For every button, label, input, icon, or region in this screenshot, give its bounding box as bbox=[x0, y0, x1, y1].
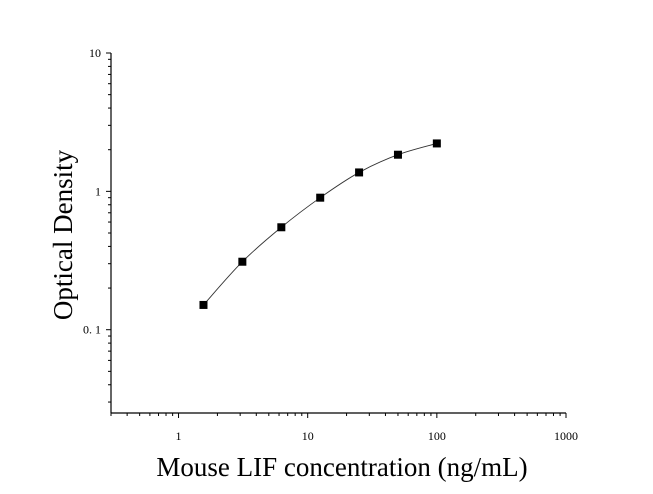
y-tick-label: 1 bbox=[95, 184, 101, 198]
x-tick-label: 100 bbox=[428, 429, 446, 443]
x-ticks: 1 10 100 1000 bbox=[110, 413, 578, 443]
plot-area bbox=[199, 139, 441, 309]
data-point bbox=[393, 150, 402, 159]
x-tick-label: 1 bbox=[176, 429, 182, 443]
y-tick-label: 10 bbox=[89, 46, 101, 60]
y-tick-label: 0. 1 bbox=[83, 323, 101, 337]
x-tick-label: 1000 bbox=[554, 429, 578, 443]
data-point bbox=[238, 257, 247, 266]
y-ticks: 0. 1 1 10 bbox=[83, 46, 111, 403]
data-point bbox=[277, 223, 286, 232]
data-point bbox=[316, 193, 325, 202]
data-point bbox=[199, 300, 208, 309]
x-axis-title: Mouse LIF concentration (ng/mL) bbox=[156, 452, 527, 482]
x-tick-label: 10 bbox=[302, 429, 314, 443]
fit-curve bbox=[203, 143, 437, 306]
data-point bbox=[432, 139, 441, 148]
data-point bbox=[355, 168, 364, 177]
y-axis-title: Optical Density bbox=[48, 149, 78, 320]
